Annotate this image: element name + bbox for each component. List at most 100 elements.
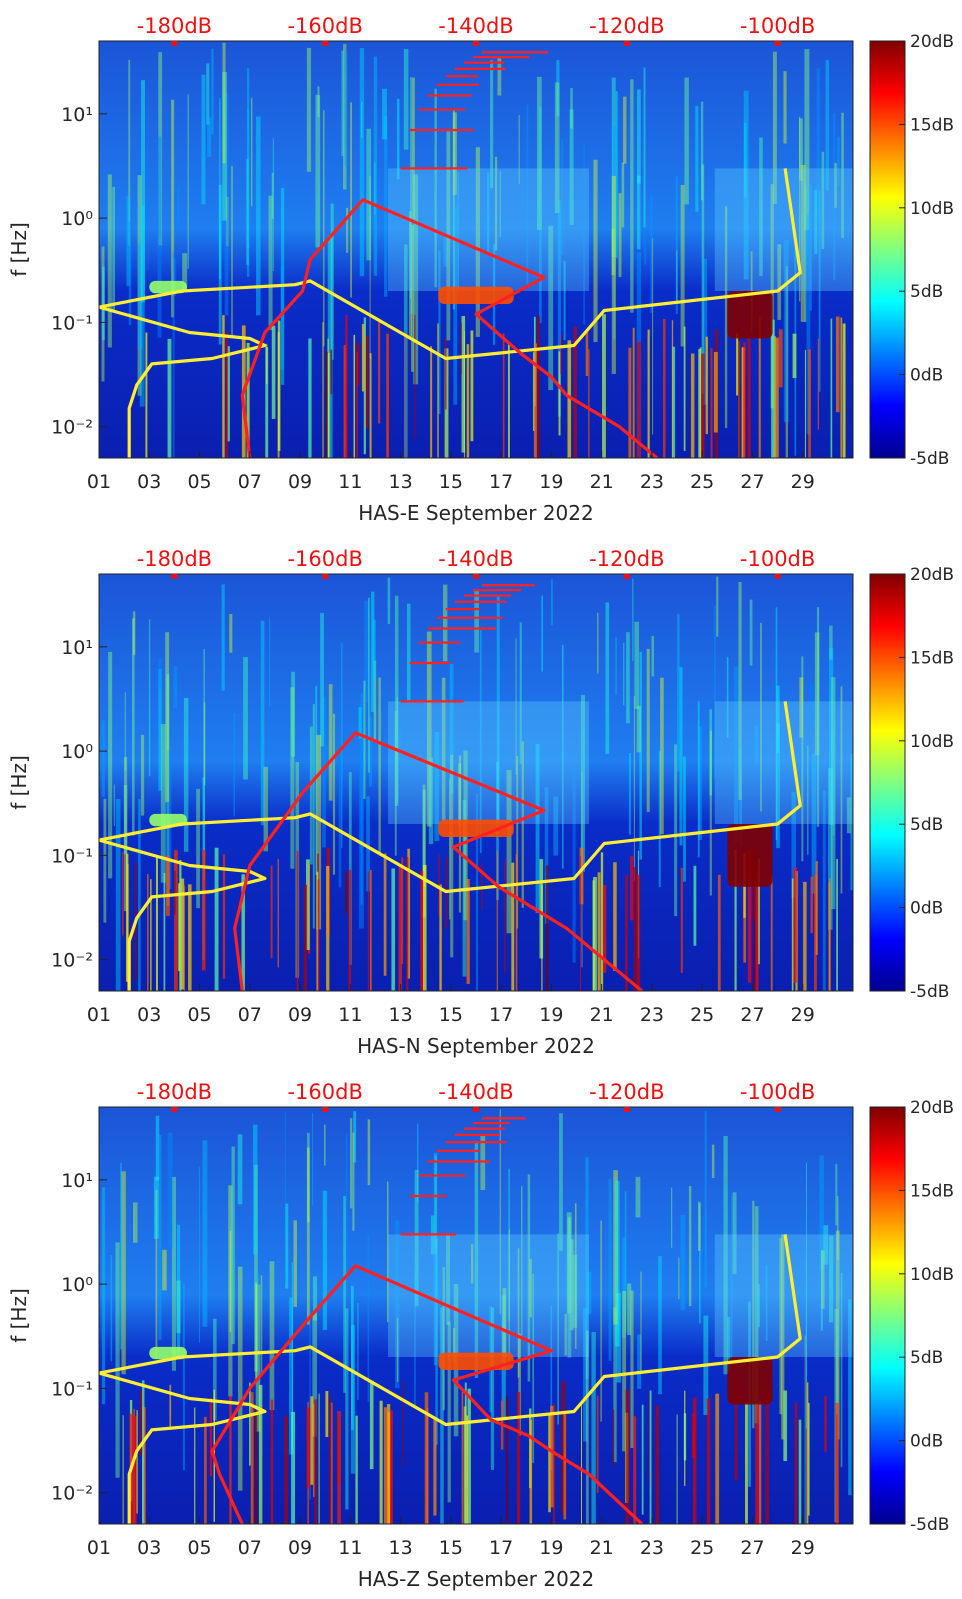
- heatmap-streak: [103, 798, 107, 923]
- heatmap-streak: [440, 1307, 444, 1524]
- heatmap-streak: [360, 693, 363, 905]
- colorbar-tick-label: 20dB: [910, 565, 954, 585]
- heatmap-streak: [343, 44, 347, 190]
- heatmap-streak: [835, 1402, 839, 1524]
- heatmap-streak: [539, 106, 542, 324]
- heatmap-streak: [697, 1201, 701, 1251]
- heatmap-streak: [710, 348, 713, 458]
- heatmap-streak: [776, 685, 780, 753]
- heatmap-streak: [560, 139, 564, 256]
- heatmap-streak: [805, 1258, 807, 1429]
- heatmap-streak: [580, 856, 582, 991]
- heatmap-streak: [272, 138, 274, 272]
- heatmap-streak: [773, 336, 776, 458]
- heatmap-streak: [743, 341, 746, 458]
- heatmap-streak: [422, 784, 426, 887]
- heatmap-streak: [736, 333, 739, 396]
- y-tick-label: 10⁰: [61, 741, 93, 763]
- heatmap-plume: [388, 701, 590, 824]
- heatmap-streak: [350, 1118, 353, 1209]
- heatmap-streak: [758, 316, 761, 458]
- heatmap-streak: [840, 1272, 843, 1468]
- top-tick-mark: [322, 1107, 329, 1112]
- heatmap-streak: [352, 1132, 355, 1231]
- heatmap-streak: [162, 1249, 167, 1291]
- heatmap-streak: [121, 852, 124, 936]
- heatmap-streak: [742, 347, 744, 442]
- heatmap-streak: [713, 351, 718, 433]
- heatmap-streak: [126, 853, 129, 982]
- colorbar: [869, 573, 906, 992]
- heatmap-streak: [387, 1412, 390, 1524]
- heatmap-streak: [102, 266, 105, 341]
- heatmap-streak: [848, 1299, 852, 1496]
- heatmap-streak: [567, 340, 572, 458]
- heatmap-streak: [532, 352, 535, 431]
- heatmap-streak: [567, 1217, 572, 1358]
- heatmap-streak: [807, 1402, 810, 1516]
- heatmap-streak: [133, 1202, 138, 1243]
- heatmap-streak: [626, 632, 630, 724]
- heatmap-streak: [497, 55, 502, 96]
- x-tick-label: 09: [288, 471, 312, 493]
- heatmap-streak: [591, 1332, 596, 1524]
- x-tick-label: 27: [740, 471, 764, 493]
- heatmap-streak: [142, 1380, 145, 1524]
- heatmap-streak: [770, 876, 773, 991]
- heatmap-streak: [350, 1325, 356, 1474]
- heatmap-streak: [658, 1256, 662, 1395]
- heatmap-streak: [327, 338, 329, 458]
- heatmap-streak: [363, 317, 366, 455]
- heatmap-streak: [410, 228, 413, 314]
- heatmap-streak: [636, 874, 641, 991]
- heatmap-streak: [442, 584, 448, 662]
- heatmap-streak: [341, 642, 343, 848]
- heatmap-streak: [612, 1409, 615, 1468]
- heatmap-streak: [139, 205, 145, 407]
- heatmap-streak: [128, 59, 131, 246]
- heatmap-streak: [369, 353, 372, 458]
- heatmap-streak: [613, 1307, 617, 1463]
- heatmap-streak: [373, 619, 376, 679]
- heatmap-streak: [378, 677, 381, 853]
- x-tick-label: 17: [489, 1537, 513, 1559]
- top-tick-mark: [774, 574, 781, 579]
- x-tick-label: 13: [389, 1537, 413, 1559]
- heatmap-streak: [379, 1400, 383, 1524]
- heatmap-background: [99, 1107, 853, 1524]
- heatmap-streak: [574, 1203, 577, 1349]
- spectrogram-panel: 10⁻² 10⁻¹ 10⁰ 10¹ f [Hz] 01 03 05 07 09 11 13 15 17 19…: [7, 14, 954, 525]
- heatmap-streak: [317, 879, 320, 991]
- heatmap-streak: [402, 1381, 404, 1467]
- heatmap-streak: [401, 857, 404, 964]
- colorbar-tick-label: -5dB: [910, 1515, 949, 1535]
- heatmap-streak: [831, 677, 836, 909]
- x-tick-label: 29: [791, 471, 815, 493]
- heatmap-streak: [284, 1415, 288, 1524]
- heatmap-streak: [734, 666, 739, 843]
- heatmap-streak: [169, 1384, 172, 1430]
- heatmap-streak: [386, 1181, 389, 1322]
- heatmap-streak: [222, 72, 228, 221]
- heatmap-streak: [519, 622, 522, 765]
- heatmap-streak: [602, 314, 606, 458]
- heatmap-streak: [271, 325, 276, 419]
- heatmap-streak: [636, 89, 641, 184]
- heatmap-streak: [171, 1176, 177, 1371]
- heatmap-streak: [683, 1413, 687, 1461]
- noise-model-curve: [99, 701, 802, 991]
- heatmap-streak: [541, 884, 543, 991]
- heatmap-streak: [254, 1282, 258, 1379]
- top-tick-label: -100dB: [740, 547, 815, 571]
- heatmap-streak: [474, 1140, 479, 1379]
- heatmap-streak: [836, 858, 838, 991]
- heatmap-plume: [714, 1234, 853, 1357]
- heatmap-streak: [207, 117, 212, 158]
- heatmap-streak: [639, 651, 642, 860]
- heatmap-streak: [434, 731, 440, 842]
- heatmap-streak: [348, 869, 352, 991]
- heatmap-streak: [758, 859, 760, 965]
- heatmap-streak: [350, 1285, 354, 1430]
- heatmap-streak: [652, 238, 654, 435]
- heatmap-streak: [615, 637, 617, 696]
